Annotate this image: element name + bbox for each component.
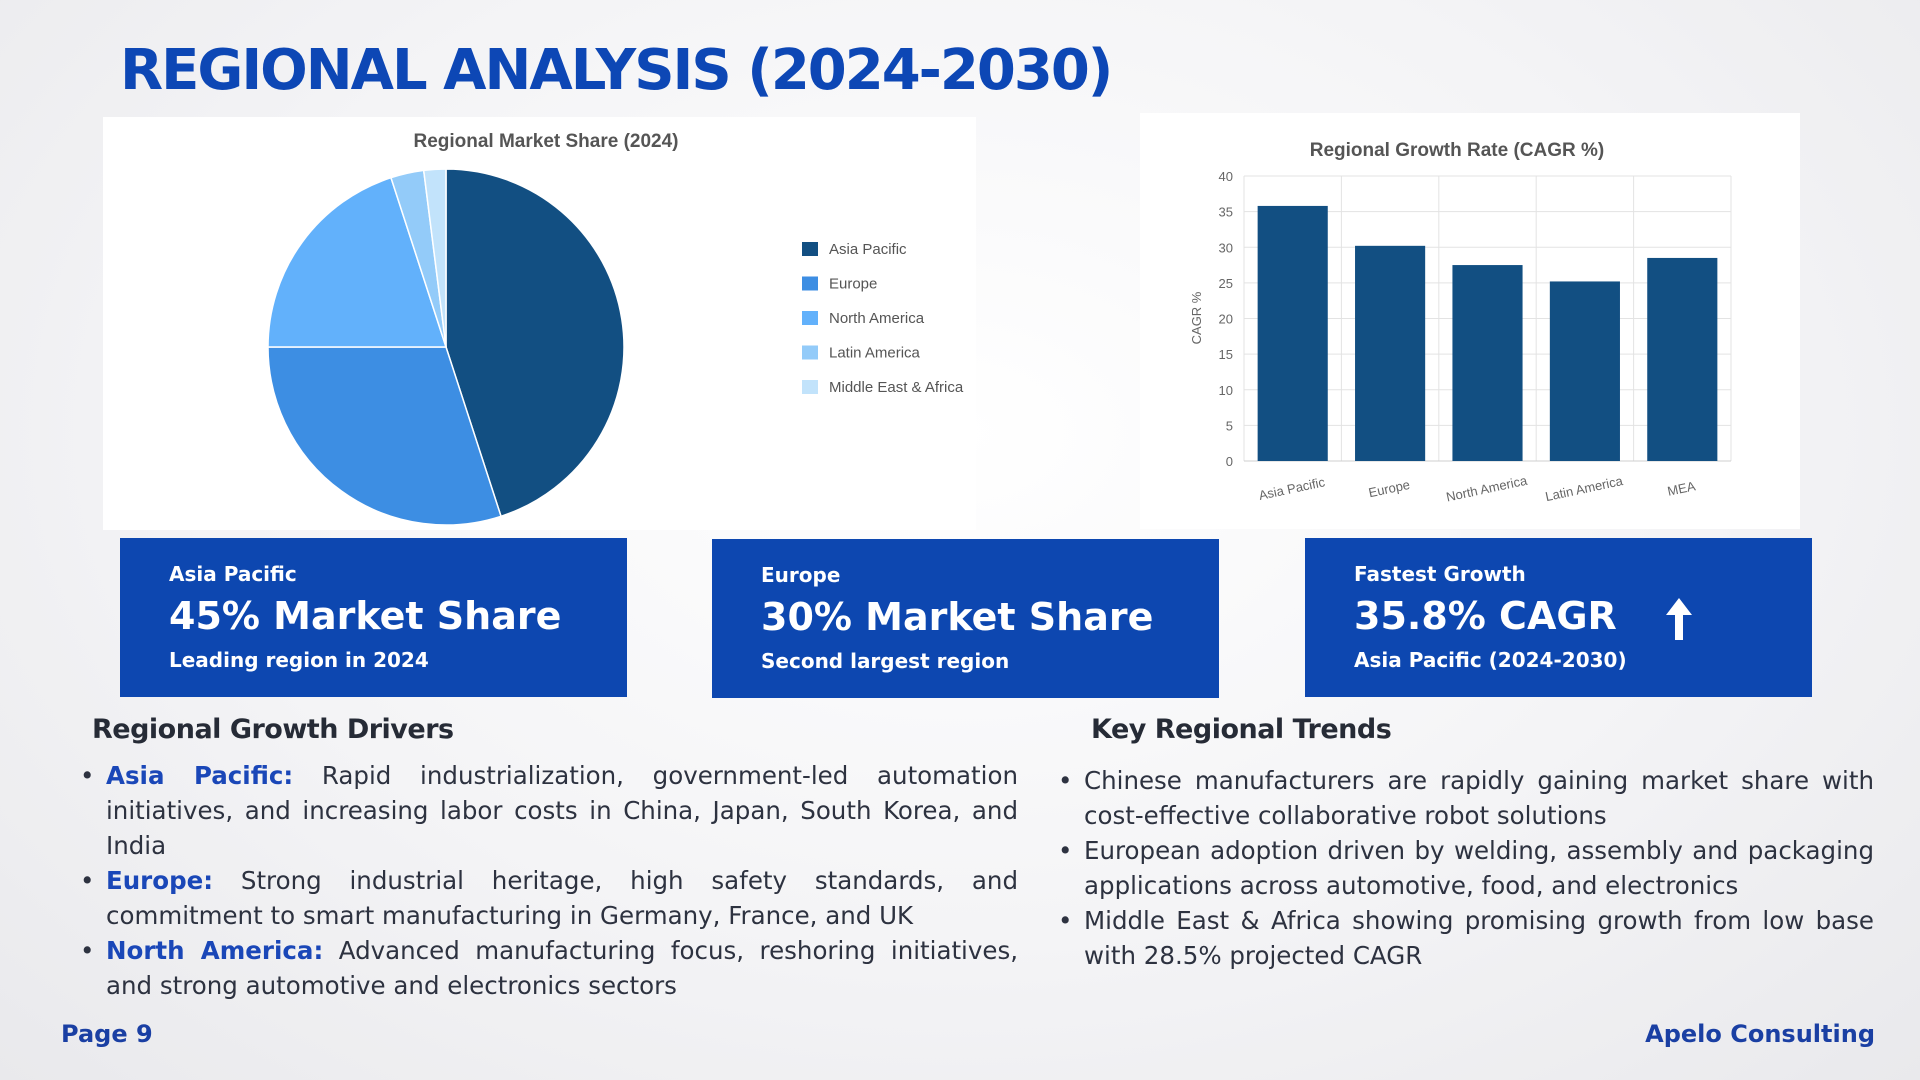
driver-text: Advanced manufacturing focus, reshoring …: [106, 936, 1018, 1000]
legend-label-north-america: North America: [829, 310, 925, 327]
y-tick-label: 0: [1226, 454, 1233, 469]
driver-region: Asia Pacific:: [106, 761, 294, 790]
card-subtitle: Asia Pacific (2024-2030): [1354, 648, 1627, 672]
card-value: 45% Market Share: [169, 594, 562, 638]
legend-label-latin-america: Latin America: [829, 345, 921, 362]
driver-text: Strong industrial heritage, high safety …: [106, 866, 1018, 930]
bar-chart-title: Regional Growth Rate (CAGR %): [1310, 140, 1605, 161]
x-tick-label-asia-pacific: Asia Pacific: [1257, 474, 1326, 503]
y-tick-label: 40: [1219, 169, 1233, 184]
pie-chart-svg: Regional Market Share (2024) Asia Pacifi…: [267, 131, 964, 526]
y-tick-label: 25: [1219, 276, 1233, 291]
fastest-growth-card: Fastest Growth 35.8% CAGR Asia Pacific (…: [1305, 538, 1812, 697]
card-value: 35.8% CAGR: [1354, 594, 1617, 638]
x-tick-label-europe: Europe: [1367, 477, 1411, 500]
bar-mea: [1647, 257, 1718, 461]
bar-north-america: [1452, 265, 1523, 461]
pie-slice-middle-east-and-africa: [422, 168, 447, 348]
cagr-bar-chart: Regional Growth Rate (CAGR %) CAGR % 0 5 1…: [1140, 113, 1800, 529]
arrow-up-icon: [1666, 598, 1692, 640]
y-tick-label: 20: [1219, 312, 1233, 327]
card-subtitle: Leading region in 2024: [169, 648, 429, 672]
card-label: Europe: [761, 563, 841, 587]
pie-slice-north-america: [267, 176, 448, 348]
y-tick-label: 30: [1219, 240, 1233, 255]
asia-pacific-share-card: Asia Pacific 45% Market Share Leading re…: [120, 538, 627, 697]
pie-slice-europe: [267, 346, 502, 526]
list-item: Asia Pacific: Rapid industrialization, g…: [80, 758, 1018, 863]
card-label: Fastest Growth: [1354, 562, 1526, 586]
card-subtitle: Second largest region: [761, 649, 1010, 673]
driver-region: Europe:: [106, 866, 214, 895]
y-tick-label: 10: [1219, 383, 1233, 398]
legend-label-middle-east-and-africa: Middle East & Africa: [829, 379, 964, 396]
page-number: Page 9: [61, 1020, 153, 1048]
page-title: REGIONAL ANALYSIS (2024-2030): [120, 38, 1113, 103]
legend-swatch-north-america: [802, 311, 818, 325]
bar-asia-pacific: [1257, 205, 1328, 461]
list-item: North America: Advanced manufacturing fo…: [80, 933, 1018, 1003]
y-tick-label: 35: [1219, 205, 1233, 220]
drivers-list: Asia Pacific: Rapid industrialization, g…: [80, 758, 1018, 1003]
bar-chart-svg: Regional Growth Rate (CAGR %) CAGR % 0 5 1…: [1189, 140, 1732, 505]
y-tick-label: 15: [1219, 347, 1233, 362]
bar-chart-ylabel: CAGR %: [1189, 291, 1204, 344]
bar-latin-america: [1549, 281, 1620, 461]
driver-text: Rapid industrialization, government-led …: [106, 761, 1018, 860]
list-item: Chinese manufacturers are rapidly gainin…: [1058, 763, 1874, 833]
card-label: Asia Pacific: [169, 562, 297, 586]
market-share-pie-chart: Regional Market Share (2024) Asia Pacifi…: [103, 117, 976, 530]
driver-region: North America:: [106, 936, 324, 965]
list-item: European adoption driven by welding, ass…: [1058, 833, 1874, 903]
legend-label-europe: Europe: [829, 276, 877, 293]
bar-europe: [1355, 245, 1426, 461]
trends-heading: Key Regional Trends: [1091, 714, 1392, 745]
pie-slice-asia-pacific: [445, 168, 625, 518]
y-tick-label: 5: [1226, 418, 1233, 433]
list-item: Europe: Strong industrial heritage, high…: [80, 863, 1018, 933]
legend-swatch-middle-east-and-africa: [802, 380, 818, 394]
x-tick-label-latin-america: Latin America: [1544, 473, 1625, 504]
trends-list: Chinese manufacturers are rapidly gainin…: [1058, 763, 1874, 973]
company-name: Apelo Consulting: [1645, 1020, 1875, 1048]
legend-swatch-europe: [802, 276, 818, 291]
drivers-heading: Regional Growth Drivers: [92, 714, 454, 745]
x-tick-label-mea: MEA: [1666, 478, 1697, 499]
legend-swatch-latin-america: [802, 345, 818, 360]
europe-share-card: Europe 30% Market Share Second largest r…: [712, 539, 1219, 698]
legend-swatch-asia-pacific: [802, 242, 818, 256]
x-tick-label-north-america: North America: [1445, 473, 1529, 505]
card-value: 30% Market Share: [761, 595, 1154, 639]
legend-label-asia-pacific: Asia Pacific: [829, 241, 907, 258]
list-item: Middle East & Africa showing promising g…: [1058, 903, 1874, 973]
pie-chart-title: Regional Market Share (2024): [413, 131, 678, 152]
